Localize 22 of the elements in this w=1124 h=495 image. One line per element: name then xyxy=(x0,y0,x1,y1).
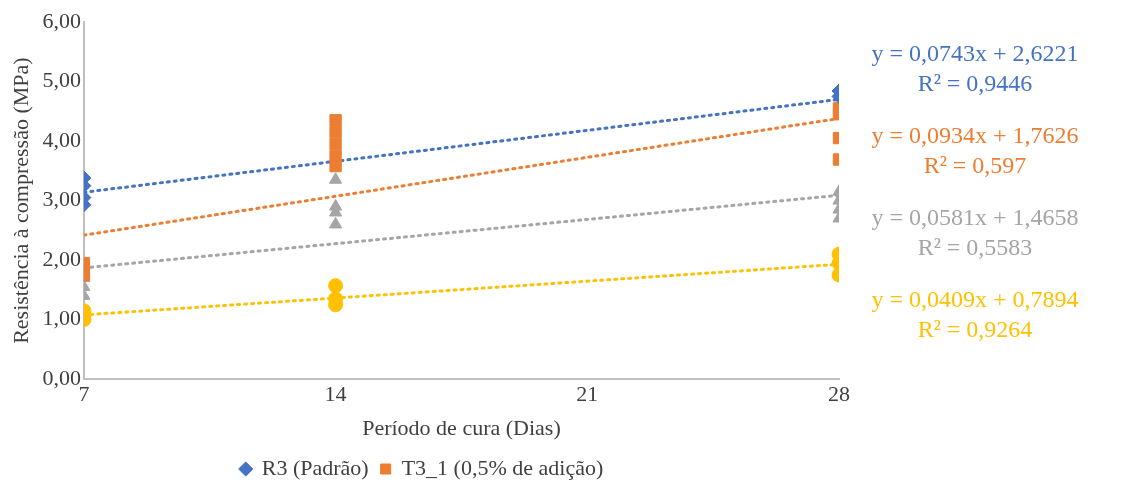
text: y = 0,0581x + 1,4658 xyxy=(871,204,1079,231)
text: y = 0,0409x + 0,7894 xyxy=(871,286,1079,313)
y-tick-label: 2,00 xyxy=(42,245,81,271)
y-tick-label: 3,00 xyxy=(42,186,81,212)
y-tick-label: 6,00 xyxy=(42,7,81,33)
x-tick-label: 28 xyxy=(828,381,850,407)
x-tick-label: 14 xyxy=(324,381,347,407)
y-tick-label: 1,00 xyxy=(42,305,81,331)
text: R² = 0,9264 xyxy=(917,316,1033,343)
y-tick-label: 5,00 xyxy=(42,67,81,93)
text: R² = 0,9446 xyxy=(917,70,1033,97)
text: y = 0,0743x + 2,6221 xyxy=(871,40,1079,67)
text: y = 0,0934x + 1,7626 xyxy=(871,122,1079,149)
y-axis-title: Resistência à compressão (MPa) xyxy=(7,57,33,344)
legend-label: T3_1 (0,5% de adição) xyxy=(401,454,604,480)
y-tick-label: 4,00 xyxy=(42,126,81,152)
text: R² = 0,597 xyxy=(923,152,1027,179)
x-axis-title: Período de cura (Dias) xyxy=(362,414,561,440)
x-tick-label: 21 xyxy=(576,381,599,407)
y-tick-label: 0,00 xyxy=(42,364,81,390)
text: R² = 0,5583 xyxy=(917,234,1033,261)
legend-label: R3 (Padrão) xyxy=(261,454,369,480)
